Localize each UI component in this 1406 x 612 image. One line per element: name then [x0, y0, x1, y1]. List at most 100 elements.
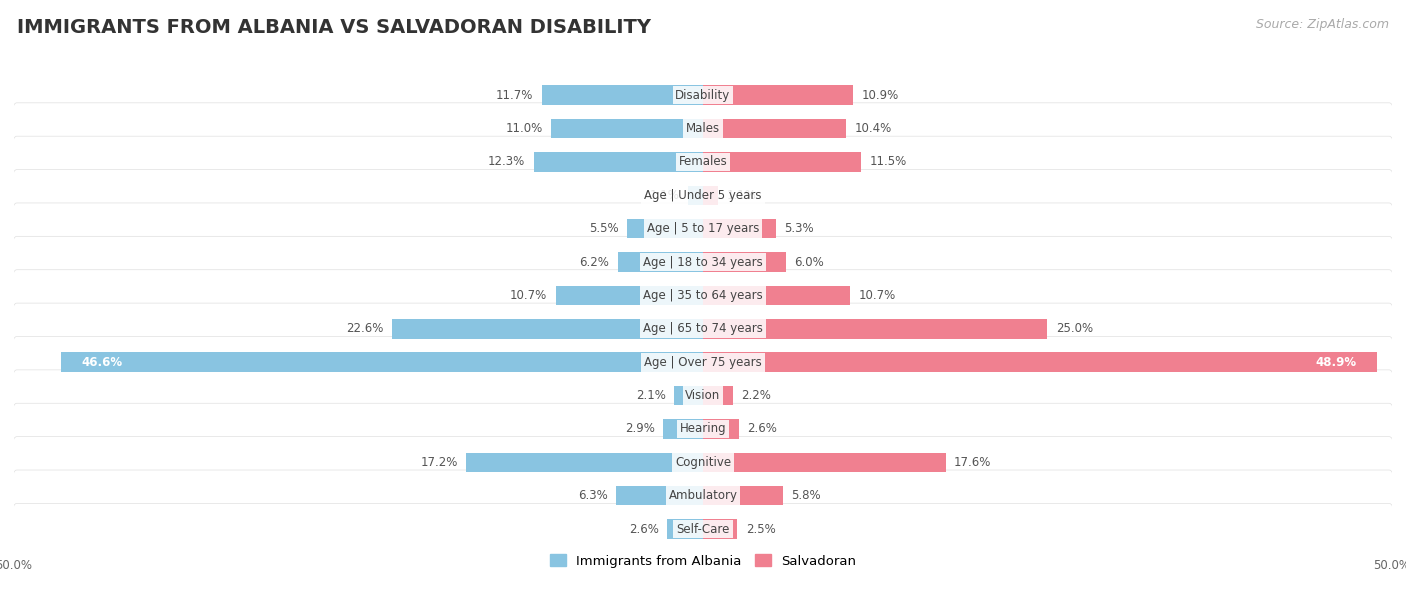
Text: 22.6%: 22.6% — [346, 323, 384, 335]
Text: Cognitive: Cognitive — [675, 456, 731, 469]
Text: Source: ZipAtlas.com: Source: ZipAtlas.com — [1256, 18, 1389, 31]
FancyBboxPatch shape — [13, 136, 1393, 188]
Bar — [703, 353, 1376, 372]
Text: 5.3%: 5.3% — [785, 222, 814, 235]
Text: 25.0%: 25.0% — [1056, 323, 1092, 335]
Text: 46.6%: 46.6% — [82, 356, 122, 368]
Bar — [533, 152, 703, 171]
Bar — [703, 119, 846, 138]
Text: Age | Over 75 years: Age | Over 75 years — [644, 356, 762, 368]
Text: Disability: Disability — [675, 89, 731, 102]
Text: Age | 18 to 34 years: Age | 18 to 34 years — [643, 256, 763, 269]
Bar — [703, 152, 862, 171]
FancyBboxPatch shape — [14, 269, 1400, 322]
Bar — [60, 353, 703, 372]
Bar — [703, 486, 783, 506]
Text: 12.3%: 12.3% — [488, 155, 526, 168]
FancyBboxPatch shape — [13, 303, 1393, 354]
FancyBboxPatch shape — [14, 236, 1400, 288]
Bar — [703, 520, 738, 539]
Text: Age | 5 to 17 years: Age | 5 to 17 years — [647, 222, 759, 235]
Legend: Immigrants from Albania, Salvadoran: Immigrants from Albania, Salvadoran — [544, 549, 862, 573]
Bar — [664, 419, 703, 439]
FancyBboxPatch shape — [14, 136, 1400, 188]
Text: Females: Females — [679, 155, 727, 168]
Text: Males: Males — [686, 122, 720, 135]
FancyBboxPatch shape — [13, 170, 1393, 221]
Text: 2.2%: 2.2% — [741, 389, 772, 402]
Text: 11.5%: 11.5% — [870, 155, 907, 168]
Bar — [627, 219, 703, 239]
Text: 1.1%: 1.1% — [727, 188, 756, 202]
Bar — [465, 453, 703, 472]
Text: 17.6%: 17.6% — [953, 456, 991, 469]
Bar — [541, 86, 703, 105]
Text: 2.9%: 2.9% — [624, 422, 655, 436]
Text: 10.7%: 10.7% — [510, 289, 547, 302]
Text: 2.6%: 2.6% — [747, 422, 778, 436]
Text: Hearing: Hearing — [679, 422, 727, 436]
Text: 2.1%: 2.1% — [636, 389, 666, 402]
Text: Age | 65 to 74 years: Age | 65 to 74 years — [643, 323, 763, 335]
Text: 2.5%: 2.5% — [745, 523, 776, 536]
FancyBboxPatch shape — [14, 203, 1400, 255]
Bar — [703, 419, 738, 439]
Text: 48.9%: 48.9% — [1315, 356, 1357, 368]
Text: IMMIGRANTS FROM ALBANIA VS SALVADORAN DISABILITY: IMMIGRANTS FROM ALBANIA VS SALVADORAN DI… — [17, 18, 651, 37]
FancyBboxPatch shape — [14, 336, 1400, 389]
FancyBboxPatch shape — [13, 370, 1393, 421]
Bar — [617, 252, 703, 272]
FancyBboxPatch shape — [13, 103, 1393, 154]
Bar — [703, 185, 718, 205]
FancyBboxPatch shape — [14, 370, 1400, 422]
Bar — [703, 219, 776, 239]
Bar — [551, 119, 703, 138]
Bar — [616, 486, 703, 506]
Bar — [688, 185, 703, 205]
Bar — [668, 520, 703, 539]
FancyBboxPatch shape — [14, 102, 1400, 155]
Text: 2.6%: 2.6% — [628, 523, 659, 536]
FancyBboxPatch shape — [13, 236, 1393, 288]
Text: 10.9%: 10.9% — [862, 89, 898, 102]
Bar — [703, 319, 1047, 338]
FancyBboxPatch shape — [13, 270, 1393, 321]
Text: Self-Care: Self-Care — [676, 523, 730, 536]
Text: Ambulatory: Ambulatory — [668, 489, 738, 502]
Text: 10.4%: 10.4% — [855, 122, 891, 135]
Text: Age | 35 to 64 years: Age | 35 to 64 years — [643, 289, 763, 302]
Text: 11.0%: 11.0% — [506, 122, 543, 135]
FancyBboxPatch shape — [14, 436, 1400, 489]
FancyBboxPatch shape — [14, 503, 1400, 556]
Bar — [703, 286, 851, 305]
Bar — [673, 386, 703, 405]
FancyBboxPatch shape — [14, 403, 1400, 455]
Text: 1.1%: 1.1% — [650, 188, 679, 202]
FancyBboxPatch shape — [14, 69, 1400, 122]
FancyBboxPatch shape — [13, 470, 1393, 521]
Text: 5.5%: 5.5% — [589, 222, 619, 235]
Text: 6.3%: 6.3% — [578, 489, 607, 502]
FancyBboxPatch shape — [14, 170, 1400, 222]
Text: Vision: Vision — [685, 389, 721, 402]
FancyBboxPatch shape — [13, 337, 1393, 388]
FancyBboxPatch shape — [13, 69, 1393, 121]
Text: 5.8%: 5.8% — [792, 489, 821, 502]
FancyBboxPatch shape — [13, 504, 1393, 555]
Bar — [703, 252, 786, 272]
Text: Age | Under 5 years: Age | Under 5 years — [644, 188, 762, 202]
Bar — [703, 86, 853, 105]
Bar — [392, 319, 703, 338]
Text: 11.7%: 11.7% — [496, 89, 533, 102]
Bar — [703, 453, 945, 472]
FancyBboxPatch shape — [13, 403, 1393, 455]
Text: 10.7%: 10.7% — [859, 289, 896, 302]
FancyBboxPatch shape — [13, 436, 1393, 488]
Text: 6.0%: 6.0% — [794, 256, 824, 269]
FancyBboxPatch shape — [13, 203, 1393, 255]
Bar — [703, 386, 734, 405]
Text: 6.2%: 6.2% — [579, 256, 609, 269]
Text: 17.2%: 17.2% — [420, 456, 458, 469]
Bar — [555, 286, 703, 305]
FancyBboxPatch shape — [14, 469, 1400, 522]
